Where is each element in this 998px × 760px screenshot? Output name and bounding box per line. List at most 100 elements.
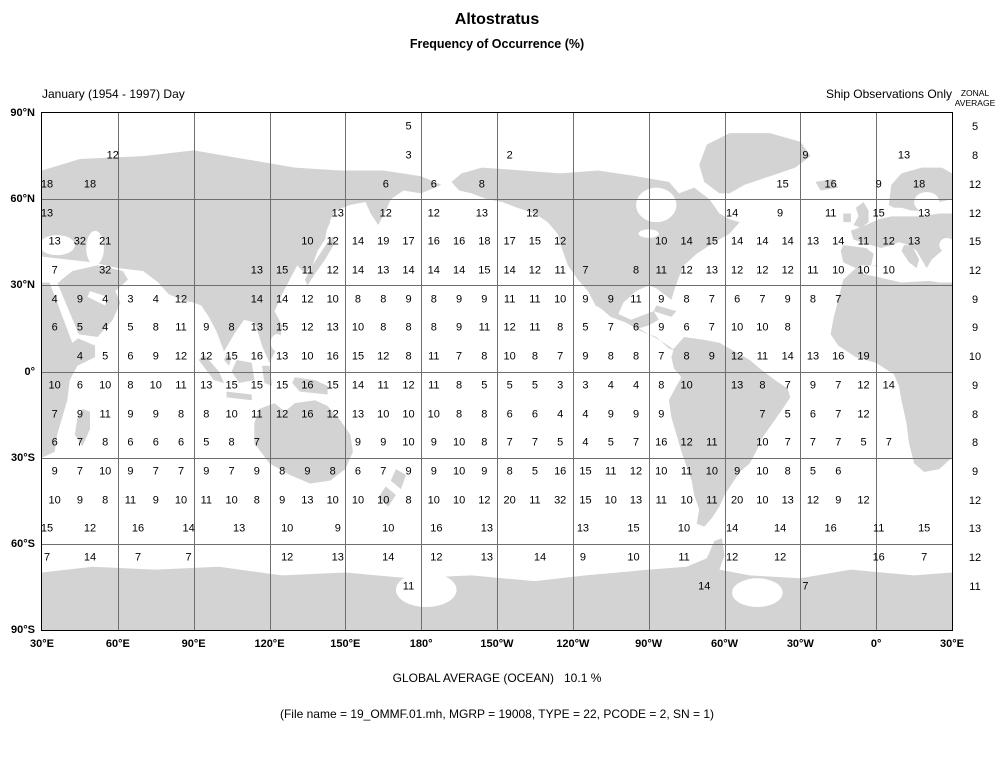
grid-value: 12 [326,235,339,248]
grid-value: 15 [250,379,263,392]
grid-value: 11 [756,350,769,363]
landmass-cuba [653,305,677,317]
grid-value: 12 [379,207,392,220]
grid-value: 8 [405,350,412,363]
grid-value: 20 [503,494,516,507]
grid-value: 9 [456,321,463,334]
grid-value: 12 [680,436,693,449]
grid-value: 9 [456,293,463,306]
grid-value: 10 [301,235,314,248]
grid-value: 11 [605,465,617,478]
grid-value: 12 [200,350,213,363]
black-sea-east [42,235,75,256]
grid-value: 8 [784,465,791,478]
grid-value: 10 [326,494,339,507]
grid-value: 9 [51,465,58,478]
grid-value: 9 [784,293,791,306]
grid-value: 7 [76,465,83,478]
grid-value: 7 [43,551,51,564]
grid-value: 7 [51,264,58,277]
grid-value: 32 [99,264,112,277]
zonal-average-value: 8 [971,437,979,450]
grid-value: 5 [784,408,791,421]
grid-value: 7 [152,465,159,478]
page-title: Altostratus [454,11,540,28]
longitude-tick-label: 150°W [480,638,514,650]
grid-value: 11 [678,551,690,564]
grid-value: 18 [40,178,54,191]
landmass-italy [901,245,920,269]
longitude-tick-label: 60°E [105,638,130,650]
grid-value: 12 [731,264,744,277]
grid-value: 6 [734,293,741,306]
landmass-madagascar [74,408,91,447]
grid-value: 12 [857,379,870,392]
grid-value: 10 [377,494,390,507]
grid-value: 12 [731,350,744,363]
black-sea-west [939,237,952,253]
grid-value: 10 [680,379,693,392]
grid-value: 8 [228,321,235,334]
grid-value: 7 [582,264,589,277]
grid-value: 10 [655,465,668,478]
grid-value: 5 [405,120,412,133]
grid-value: 2 [506,149,513,162]
grid-value: 14 [725,522,739,535]
red-sea [49,282,80,343]
grid-value: 8 [784,321,791,334]
grid-value: 16 [131,522,145,535]
landmass-south-america [668,337,791,527]
grid-value: 10 [832,264,845,277]
grid-value: 13 [48,235,61,248]
grid-value: 12 [174,293,188,306]
grid-value: 16 [655,436,668,449]
grid-value: 8 [683,350,690,363]
grid-value: 6 [531,408,538,421]
grid-value: 14 [725,207,739,220]
grid-value: 16 [301,379,314,392]
zonal-header-line1: ZONAL [960,88,990,98]
grid-value: 14 [731,235,744,248]
grid-value: 11 [554,264,566,277]
longitude-tick-label: 30°W [786,638,814,650]
landmass-arabia [54,265,128,338]
zonal-average-value: 12 [968,494,982,507]
grid-value: 10 [677,522,691,535]
grid-value: 9 [354,436,362,449]
grid-value: 7 [759,293,766,306]
landmass-australia [254,400,353,484]
latitude-tick-label: 90°N [10,107,35,119]
grid-value: 14 [351,264,365,277]
grid-value: 7 [809,436,817,449]
landmass-east-africa [42,279,96,458]
grid-value: 9 [405,465,412,478]
grid-value: 13 [480,551,493,564]
grid-value: 9 [734,465,741,478]
grid-value: 11 [124,494,137,507]
grid-value: 8 [557,321,564,334]
grid-value: 15 [40,522,54,535]
grid-value: 9 [203,321,210,334]
grid-value: 11 [706,436,718,449]
grid-value: 12 [377,350,390,363]
grid-value: 12 [503,321,516,334]
zonal-average-header: ZONAL AVERAGE [952,88,998,108]
grid-value: 4 [557,408,564,421]
longitude-tick-label: 90°E [181,638,206,650]
grid-value: 13 [897,149,911,162]
grid-value: 10 [756,321,769,334]
grid-value: 14 [182,522,195,535]
grid-value: 5 [531,379,538,392]
grid-line-horizontal [42,543,952,545]
grid-value: 7 [557,350,564,363]
landmass-java [226,391,252,401]
grid-value: 5 [127,321,134,334]
grid-value: 7 [228,465,235,478]
grid-value: 14 [503,264,516,277]
grid-value: 14 [83,551,97,564]
grid-value: 17 [503,235,516,248]
ross-sea [395,572,457,608]
grid-value: 16 [832,350,845,363]
grid-value: 14 [250,293,263,306]
grid-value: 11 [99,408,111,421]
